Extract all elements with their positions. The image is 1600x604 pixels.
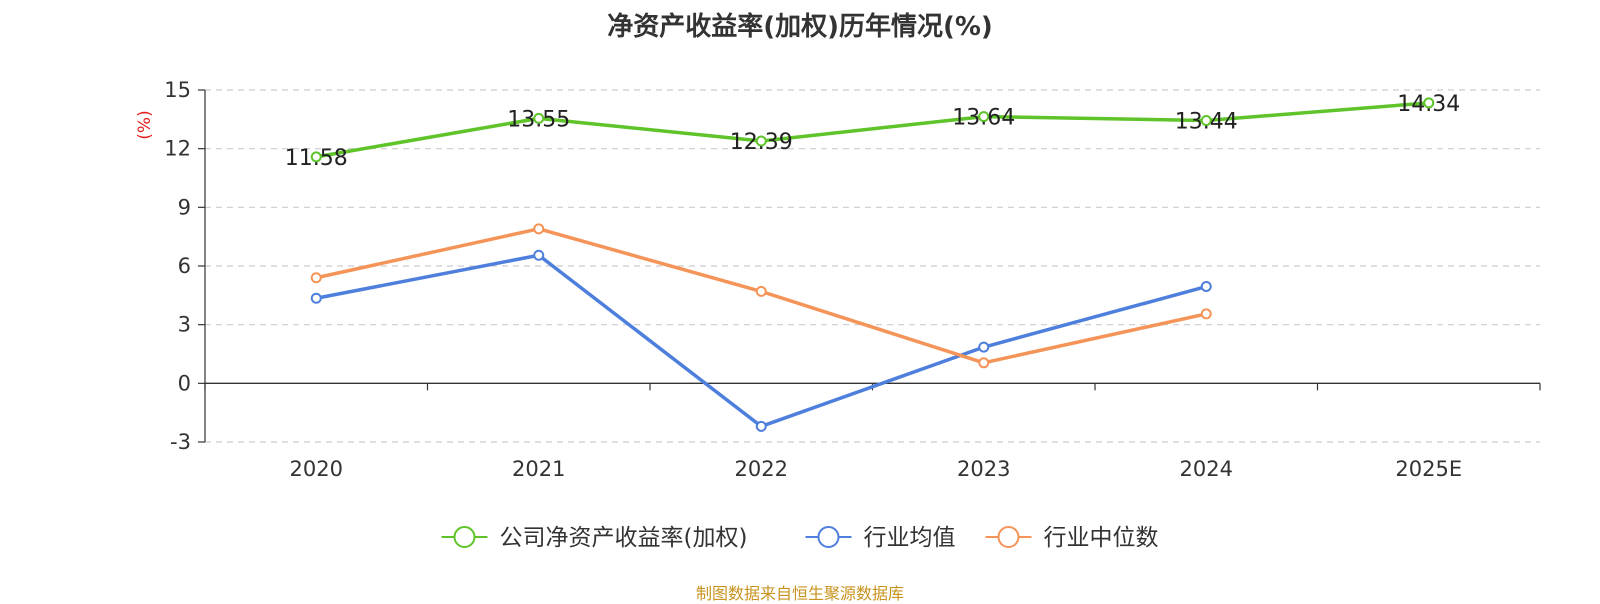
- data-label: 14.34: [1397, 92, 1460, 117]
- x-tick-label: 2023: [957, 457, 1010, 481]
- data-label-layer: 11.58 13.55 12.39 13.64 13.44 14.34: [285, 92, 1460, 171]
- data-point: [533, 249, 545, 261]
- x-tick-label: 2022: [735, 457, 788, 481]
- legend-marker: [997, 526, 1020, 548]
- series-line-0: [315, 101, 1429, 159]
- legend: 公司净资产收益率(加权) 行业均值 行业中位数: [441, 525, 1159, 551]
- y-tick-label: 6: [178, 254, 191, 278]
- legend-marker: [817, 526, 840, 548]
- source-note: 制图数据来自恒生聚源数据库: [695, 584, 904, 603]
- y-tick-label: 0: [178, 371, 191, 395]
- axis-layer: -3 0 3 6 9 12 15 2020 2021 2022 2023 2024 2025E: [164, 78, 1541, 481]
- legend-item-1: 行业均值: [805, 525, 956, 551]
- data-point: [310, 272, 322, 284]
- legend-item-2: 行业中位数: [985, 525, 1159, 551]
- data-point: [755, 285, 767, 297]
- data-label: 11.58: [285, 146, 348, 171]
- y-tick-label: 9: [178, 195, 191, 219]
- data-point: [310, 292, 322, 304]
- legend-label: 公司净资产收益率(加权): [500, 525, 748, 551]
- data-point: [310, 151, 322, 163]
- data-point: [978, 111, 990, 123]
- y-tick-label: 15: [164, 78, 191, 102]
- x-tick-label: 2025E: [1395, 457, 1462, 481]
- y-tick-label: 3: [178, 313, 191, 337]
- data-label: 12.39: [730, 130, 793, 155]
- y-axis-label: (%): [135, 110, 155, 139]
- legend-item-0: 公司净资产收益率(加权): [441, 525, 748, 551]
- data-point: [1423, 97, 1435, 109]
- data-point: [1200, 308, 1212, 320]
- data-label: 13.64: [952, 106, 1015, 131]
- data-label: 13.44: [1175, 110, 1238, 135]
- data-point: [533, 223, 545, 235]
- data-point: [1200, 281, 1212, 293]
- data-point: [755, 135, 767, 147]
- series-line-1: [315, 253, 1207, 429]
- legend-label: 行业中位数: [1044, 525, 1159, 551]
- data-point: [978, 357, 990, 369]
- legend-marker: [453, 526, 476, 548]
- data-point: [755, 420, 767, 432]
- legend-label: 行业均值: [864, 525, 956, 551]
- y-tick-label: 12: [164, 137, 191, 161]
- x-tick-label: 2024: [1180, 457, 1233, 481]
- data-point: [533, 112, 545, 124]
- data-label: 13.55: [507, 107, 570, 132]
- chart-title: 净资产收益率(加权)历年情况(%): [607, 12, 993, 42]
- grid-layer: [205, 89, 1540, 443]
- data-point: [978, 341, 990, 353]
- y-tick-label: -3: [170, 430, 191, 454]
- x-tick-label: 2021: [512, 457, 565, 481]
- series-layer: [310, 97, 1435, 432]
- data-point: [1200, 115, 1212, 127]
- x-tick-label: 2020: [290, 457, 343, 481]
